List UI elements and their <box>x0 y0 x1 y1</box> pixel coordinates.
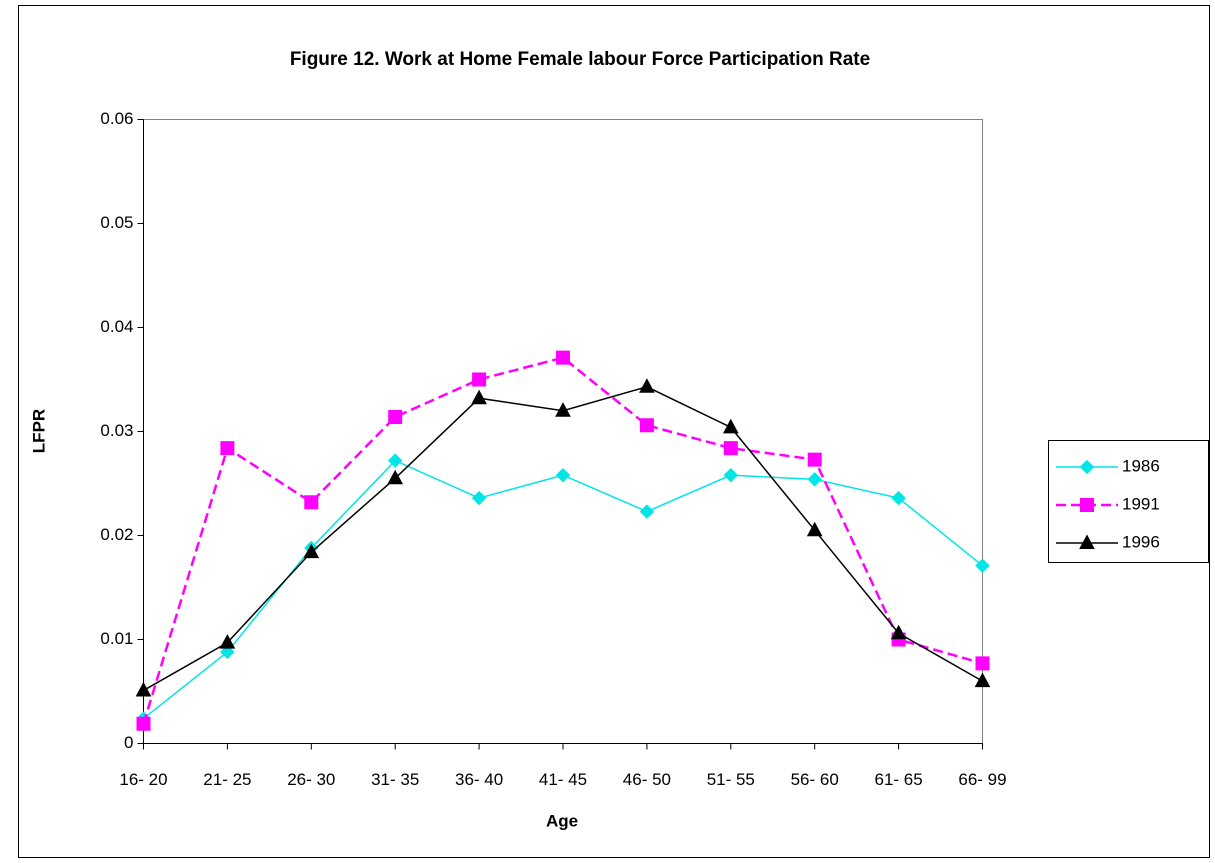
x-tick-label: 41- 45 <box>539 770 587 789</box>
chart-title: Figure 12. Work at Home Female labour Fo… <box>290 49 870 70</box>
x-tick-label: 66- 99 <box>958 770 1006 789</box>
y-axis-title: LFPR <box>29 409 48 453</box>
x-tick-label: 46- 50 <box>623 770 671 789</box>
x-tick-label: 61- 65 <box>874 770 922 789</box>
data-point <box>807 472 822 487</box>
data-point <box>723 441 738 456</box>
data-point <box>387 453 403 468</box>
data-point <box>974 672 991 688</box>
x-tick-label: 21- 25 <box>203 770 251 789</box>
data-point <box>388 409 403 424</box>
legend <box>1048 440 1209 563</box>
y-tick-label: 0.04 <box>100 317 133 336</box>
y-tick-label: 0.06 <box>100 109 133 128</box>
data-point <box>639 504 655 519</box>
y-tick-label: 0 <box>124 733 133 752</box>
data-point <box>472 372 487 387</box>
legend-marker <box>1080 498 1094 512</box>
chart-border <box>18 5 1210 858</box>
data-point <box>220 644 235 660</box>
data-point <box>890 624 907 640</box>
data-point <box>471 490 487 506</box>
data-point <box>891 490 906 506</box>
x-tick-label: 26- 30 <box>287 770 335 789</box>
x-tick-label: 36- 40 <box>455 770 503 789</box>
data-point <box>555 467 571 483</box>
data-point <box>555 402 571 417</box>
y-tick-label: 0.05 <box>100 213 133 232</box>
legend-marker <box>1079 534 1095 549</box>
data-point <box>806 521 823 537</box>
data-point <box>219 634 236 649</box>
y-tick-label: 0.03 <box>100 421 133 440</box>
y-tick-label: 0.02 <box>100 525 133 544</box>
data-point <box>135 681 152 697</box>
data-point <box>304 495 319 510</box>
data-point <box>639 378 655 393</box>
data-point <box>975 656 990 671</box>
x-tick-label: 56- 60 <box>791 770 839 789</box>
legend-marker <box>1079 459 1095 475</box>
data-point <box>975 558 990 573</box>
data-point <box>387 469 404 485</box>
data-point <box>471 389 487 405</box>
data-point <box>639 418 654 433</box>
data-point <box>303 543 320 559</box>
data-point <box>722 418 739 434</box>
legend-label: 1991 <box>1122 494 1160 513</box>
x-tick-label: 16- 20 <box>119 770 167 789</box>
data-point <box>807 452 822 467</box>
x-axis-title: Age <box>546 811 578 830</box>
y-tick-label: 0.01 <box>100 629 133 648</box>
data-point <box>723 467 739 483</box>
legend-label: 1996 <box>1122 532 1160 551</box>
data-point <box>556 350 570 365</box>
x-tick-label: 31- 35 <box>371 770 419 789</box>
series-line <box>142 356 983 725</box>
x-tick-label: 51- 55 <box>707 770 755 789</box>
legend-label: 1986 <box>1122 456 1160 475</box>
data-point <box>220 441 235 456</box>
data-point <box>136 716 151 731</box>
